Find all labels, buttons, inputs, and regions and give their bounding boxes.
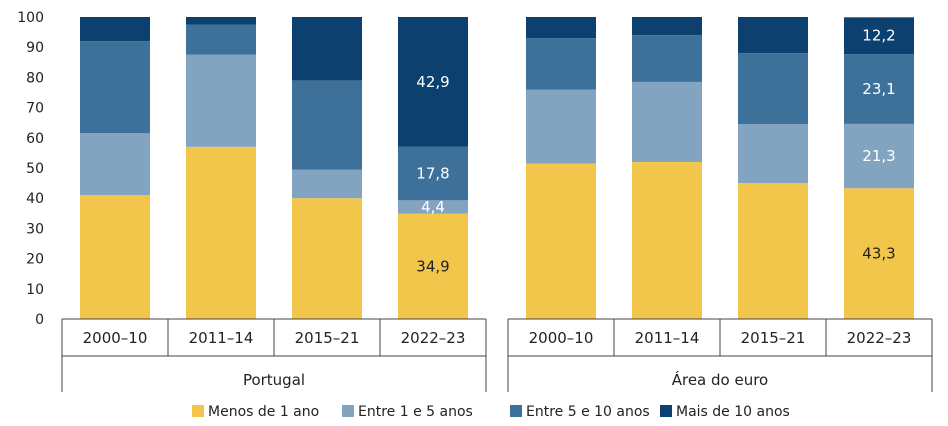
- legend-swatch: [192, 405, 204, 417]
- bar-segment: [844, 54, 914, 124]
- x-category-label: 2015–21: [741, 329, 806, 347]
- bar-segment: [80, 133, 150, 196]
- bar-segment: [398, 146, 468, 201]
- bar-segment: [186, 24, 256, 55]
- data-label: 23,1: [862, 80, 895, 98]
- y-tick-label: 60: [26, 131, 44, 147]
- y-tick-label: 20: [26, 252, 44, 268]
- legend: Menos de 1 ano Entre 1 e 5 anos Entre 5 e …: [192, 404, 790, 420]
- data-label: 17,8: [416, 164, 449, 182]
- legend-swatch: [510, 405, 522, 417]
- x-category-label: 2022–23: [847, 329, 912, 347]
- bar-segment: [292, 17, 362, 81]
- y-tick-label: 0: [35, 312, 44, 328]
- x-category-label: 2022–23: [401, 329, 466, 347]
- bar-segment: [738, 124, 808, 184]
- bar-segment: [632, 35, 702, 82]
- bar-segment: [186, 17, 256, 25]
- bar-segment: [398, 17, 468, 147]
- bar-segment: [186, 146, 256, 319]
- bar-segment: [738, 17, 808, 54]
- data-label: 42,9: [416, 73, 449, 91]
- bar-segment: [80, 195, 150, 319]
- data-label: 43,3: [862, 245, 895, 263]
- category-axis: 2000–10 2011–14 2015–21 2022–23 Portugal 2000…: [61, 318, 933, 392]
- bar-segment: [292, 80, 362, 170]
- y-tick-label: 30: [26, 221, 44, 237]
- y-axis-ticks: 0 10 20 30 40 50 60 70 80 90 100: [17, 10, 44, 328]
- bar-segment: [844, 123, 914, 189]
- data-label: 12,2: [862, 27, 895, 45]
- x-group-label: Portugal: [243, 371, 305, 389]
- x-category-label: 2015–21: [295, 329, 360, 347]
- data-label: 4,4: [421, 198, 445, 216]
- legend-label: Menos de 1 ano: [208, 404, 319, 420]
- y-tick-label: 40: [26, 191, 44, 207]
- x-category-label: 2011–14: [635, 329, 700, 347]
- bar-segment: [632, 161, 702, 319]
- bar-segment: [526, 38, 596, 90]
- legend-label: Mais de 10 anos: [676, 404, 790, 420]
- y-tick-label: 10: [26, 282, 44, 298]
- x-category-label: 2011–14: [189, 329, 254, 347]
- x-category-label: 2000–10: [529, 329, 594, 347]
- legend-swatch: [342, 405, 354, 417]
- bar-segment: [398, 200, 468, 214]
- bar-segment: [292, 169, 362, 199]
- x-group-label: Área do euro: [672, 370, 769, 389]
- y-tick-label: 70: [26, 101, 44, 117]
- bar-segment: [292, 198, 362, 319]
- bar-segment: [844, 188, 914, 319]
- bar-segment: [526, 89, 596, 164]
- bar-segment: [738, 183, 808, 319]
- y-tick-label: 90: [26, 40, 44, 56]
- x-category-label: 2000–10: [83, 329, 148, 347]
- data-labels: 34,9 4,4 17,8 42,9 43,3 21,3 23,1 12,2: [416, 27, 895, 276]
- y-tick-label: 80: [26, 70, 44, 86]
- bar-segment: [186, 54, 256, 147]
- bar-segment: [80, 17, 150, 42]
- data-label: 34,9: [416, 257, 449, 275]
- bar-segment: [526, 163, 596, 319]
- bars: [80, 17, 914, 319]
- legend-label: Entre 1 e 5 anos: [358, 404, 473, 420]
- y-tick-label: 50: [26, 161, 44, 177]
- bar-segment: [632, 81, 702, 162]
- bar-segment: [526, 17, 596, 39]
- bar-segment: [398, 213, 468, 319]
- bar-segment: [844, 17, 914, 55]
- y-tick-label: 100: [17, 10, 44, 26]
- legend-label: Entre 5 e 10 anos: [526, 404, 650, 420]
- bar-segment: [632, 17, 702, 36]
- bar-segment: [80, 41, 150, 134]
- legend-swatch: [660, 405, 672, 417]
- data-label: 21,3: [862, 147, 895, 165]
- bar-segment: [738, 53, 808, 125]
